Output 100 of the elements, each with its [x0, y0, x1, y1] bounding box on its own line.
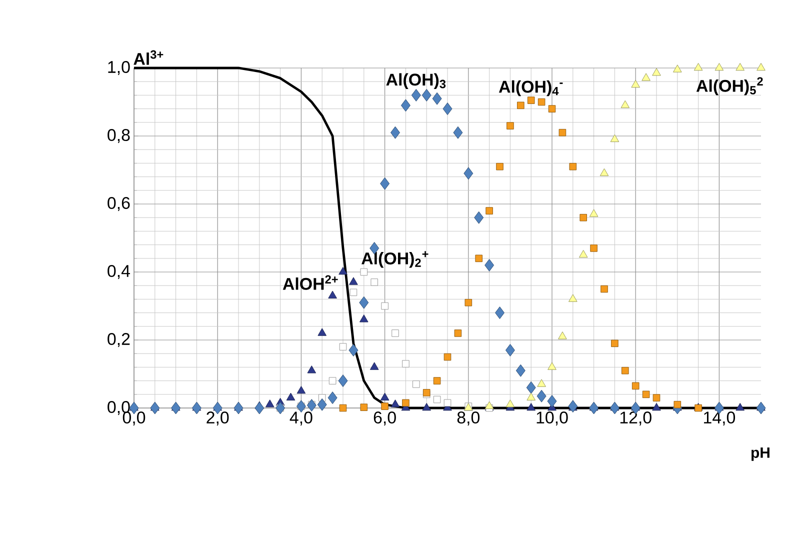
- point: [402, 399, 410, 407]
- point: [171, 402, 181, 414]
- point: [350, 288, 358, 296]
- point: [454, 330, 462, 337]
- point: [380, 392, 390, 400]
- point: [234, 402, 244, 414]
- point: [736, 402, 745, 411]
- point: [714, 62, 724, 71]
- point: [402, 360, 410, 368]
- point: [505, 344, 515, 356]
- point: [600, 285, 608, 293]
- point: [652, 394, 660, 402]
- point: [548, 105, 556, 112]
- x-tick-label: 4,0: [290, 412, 312, 426]
- x-tick-label: 10,0: [536, 412, 568, 426]
- point: [620, 100, 630, 108]
- point: [673, 64, 682, 72]
- point: [422, 402, 432, 411]
- point: [150, 402, 160, 414]
- point: [444, 353, 452, 361]
- point: [610, 134, 620, 142]
- point: [642, 390, 650, 398]
- x-tick-label: 6,0: [374, 412, 396, 426]
- point: [400, 99, 410, 112]
- point: [265, 400, 274, 408]
- point: [328, 392, 338, 404]
- point: [495, 306, 505, 320]
- point: [484, 258, 494, 272]
- point: [276, 402, 286, 414]
- point: [286, 392, 296, 400]
- point: [474, 211, 484, 224]
- point: [674, 400, 682, 408]
- point: [390, 400, 400, 408]
- point: [390, 126, 400, 139]
- point: [444, 399, 452, 407]
- point: [568, 400, 578, 413]
- point: [558, 332, 567, 340]
- point: [506, 400, 515, 408]
- x-tick-label: 12,0: [620, 412, 652, 426]
- point: [464, 167, 474, 180]
- point: [568, 294, 578, 302]
- point: [339, 343, 347, 350]
- point: [600, 168, 609, 176]
- series-label: Al(OH)$_{5}$2: [696, 77, 763, 96]
- point: [339, 404, 347, 412]
- point: [349, 277, 358, 285]
- point: [422, 88, 432, 102]
- point: [536, 390, 546, 402]
- point: [558, 128, 566, 136]
- point: [296, 386, 306, 394]
- point: [328, 377, 336, 384]
- point: [433, 396, 441, 404]
- point: [642, 73, 650, 81]
- point: [756, 402, 766, 414]
- point: [496, 162, 504, 170]
- point: [756, 62, 766, 71]
- point: [464, 298, 472, 306]
- point: [192, 402, 202, 414]
- y-tick-label: 0,6: [108, 197, 130, 211]
- point: [338, 266, 348, 275]
- point: [590, 244, 598, 252]
- point: [254, 402, 264, 414]
- point: [370, 362, 379, 370]
- point: [578, 250, 588, 258]
- point: [360, 404, 368, 411]
- point: [432, 92, 442, 105]
- point: [652, 402, 661, 411]
- point: [317, 398, 327, 411]
- point: [392, 330, 399, 337]
- x-axis-title: pH: [752, 448, 770, 461]
- x-tick-label: 14,0: [704, 412, 736, 426]
- point: [506, 122, 514, 130]
- point: [486, 207, 493, 214]
- point: [569, 162, 577, 170]
- point: [516, 364, 526, 377]
- series-label: Al(OH)$_{2}$+: [362, 251, 428, 268]
- point: [380, 177, 390, 190]
- point: [411, 88, 421, 102]
- point: [537, 379, 546, 387]
- point: [318, 328, 327, 336]
- point: [611, 340, 618, 348]
- point: [580, 214, 588, 222]
- x-tick-label: 8,0: [457, 412, 480, 426]
- point: [370, 278, 378, 286]
- point: [652, 68, 661, 76]
- point: [526, 402, 536, 411]
- point: [381, 402, 388, 410]
- point: [517, 102, 524, 110]
- point: [307, 366, 316, 374]
- y-tick-label: 0,8: [108, 128, 130, 143]
- x-tick-label: 2,0: [206, 412, 229, 426]
- point: [547, 394, 557, 408]
- point: [610, 402, 620, 414]
- point: [453, 126, 463, 139]
- point: [631, 80, 640, 88]
- point: [526, 392, 536, 400]
- series-label: Al(OH)$_{3}$: [386, 73, 446, 89]
- point: [359, 296, 369, 309]
- point: [338, 374, 348, 388]
- point: [442, 102, 452, 116]
